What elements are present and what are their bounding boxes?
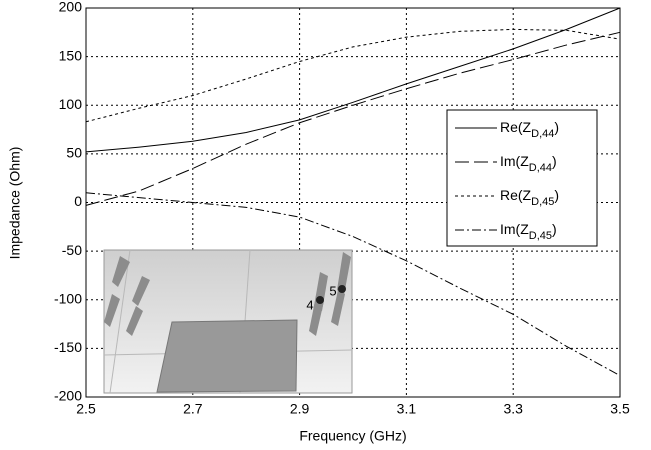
y-tick-label: 50 [66,145,82,161]
x-tick-label: 3.5 [610,401,630,417]
y-tick-label: 0 [74,193,82,209]
x-tick-label: 2.7 [183,401,203,417]
y-tick-label: -50 [62,242,82,258]
y-axis-label: Impedance (Ohm) [7,147,23,260]
x-axis-label: Frequency (GHz) [299,428,406,444]
y-tick-label: 100 [59,96,83,112]
x-tick-label: 2.9 [290,401,310,417]
y-tick-label: 150 [59,47,83,63]
x-tick-label: 3.1 [397,401,417,417]
y-tick-label: -100 [54,290,82,306]
port-label: 4 [306,297,313,312]
inset-image: 4 5 [104,250,352,393]
port-label: 5 [329,283,336,298]
y-tick-label: 200 [59,0,83,15]
series-line [86,29,620,121]
y-tick-label: -150 [54,339,82,355]
chart: Frequency (GHz) Impedance (Ohm) -200-150… [0,0,651,450]
x-tick-label: 2.5 [76,401,96,417]
x-tick-label: 3.3 [503,401,523,417]
